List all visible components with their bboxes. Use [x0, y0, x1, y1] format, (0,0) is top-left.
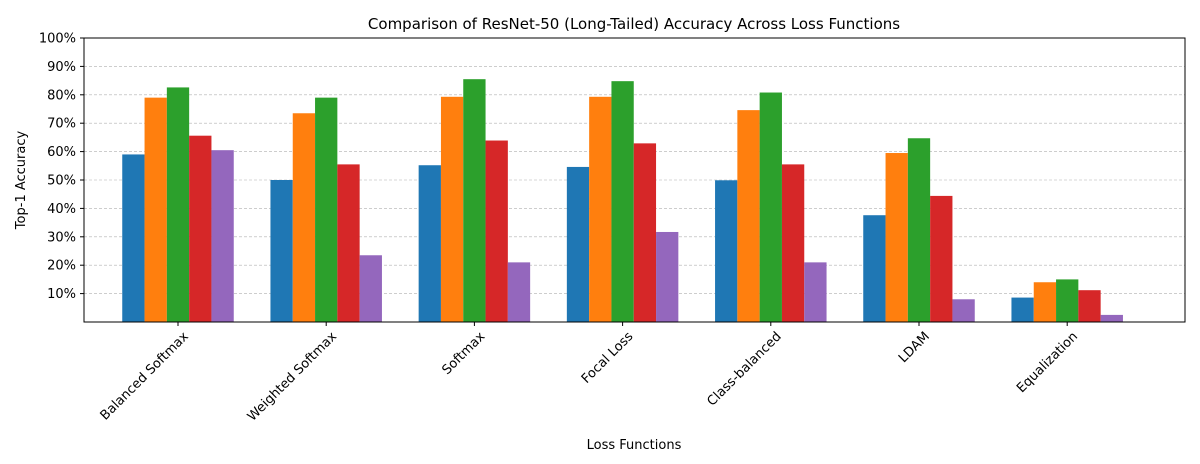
bar: [1011, 297, 1034, 322]
bar: [611, 81, 634, 322]
y-tick-label: 40%: [47, 202, 76, 217]
bar: [463, 79, 486, 323]
y-tick-label: 10%: [47, 287, 76, 302]
bar: [1078, 290, 1101, 322]
bar: [189, 135, 212, 322]
bar: [315, 97, 338, 322]
bar: [930, 195, 953, 322]
y-tick-label: 70%: [47, 117, 76, 132]
bar: [863, 215, 886, 322]
bar: [122, 154, 145, 322]
bar: [485, 140, 508, 322]
bar: [804, 262, 827, 322]
bar: [656, 231, 679, 322]
bar: [715, 180, 738, 322]
x-tick-label: Softmax: [439, 329, 488, 378]
bar: [737, 110, 760, 322]
chart-title: Comparison of ResNet-50 (Long-Tailed) Ac…: [368, 15, 900, 33]
bar: [566, 166, 590, 322]
x-axis-label: Loss Functions: [587, 438, 682, 453]
bar: [166, 87, 190, 322]
y-tick-label: 80%: [47, 88, 76, 103]
bar: [885, 153, 908, 322]
bar: [211, 150, 234, 322]
bar: [952, 299, 975, 322]
bar: [1033, 282, 1057, 322]
bar: [292, 113, 316, 322]
y-tick-label: 60%: [47, 145, 76, 160]
bar: [507, 262, 531, 322]
bar: [907, 138, 931, 322]
x-tick-label: Weighted Softmax: [245, 329, 340, 424]
x-tick-label: Balanced Softmax: [98, 329, 192, 423]
bar: [359, 255, 382, 322]
x-tick-label: LDAM: [896, 329, 933, 366]
y-tick-label: 90%: [47, 60, 76, 75]
x-axis-ticks: Balanced Softmax Weighted Softmax Softmax F…: [98, 322, 1081, 424]
bar: [440, 96, 464, 323]
bar: [270, 180, 293, 322]
bar: [633, 143, 657, 322]
bar: [418, 165, 441, 322]
y-tick-label: 50%: [47, 174, 76, 189]
bar: [589, 96, 612, 323]
y-tick-label: 30%: [47, 230, 76, 245]
x-tick-label: Focal Loss: [579, 329, 637, 387]
x-tick-label: Equalization: [1014, 329, 1081, 396]
bar: [144, 97, 167, 322]
y-axis-label: Top-1 Accuracy: [14, 131, 29, 231]
bar: [759, 92, 782, 322]
bar: [337, 164, 360, 322]
y-tick-label: 20%: [47, 259, 76, 274]
x-tick-label: Class-balanced: [704, 329, 784, 409]
y-axis-ticks: 10% 20% 30% 40% 50% 60% 70% 80% 90% 100%: [39, 32, 84, 302]
bar: [1100, 314, 1123, 322]
bars: [122, 79, 1123, 323]
bar: [781, 164, 805, 322]
bar: [1056, 279, 1079, 322]
y-tick-label: 100%: [39, 32, 76, 47]
